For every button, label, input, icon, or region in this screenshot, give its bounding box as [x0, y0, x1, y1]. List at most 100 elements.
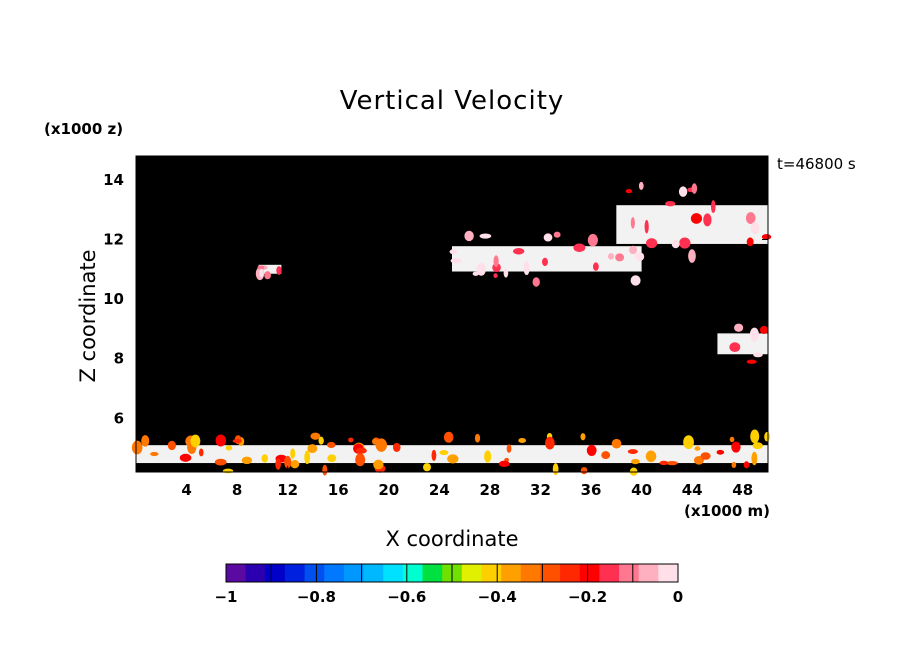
feature-cell — [261, 454, 268, 463]
feature-cell — [743, 461, 750, 469]
feature-cell — [479, 233, 492, 239]
feature-cell — [503, 268, 509, 278]
feature-cell — [167, 440, 177, 451]
feature-cell — [683, 435, 694, 450]
feature-cell — [646, 238, 658, 249]
feature-cell — [326, 441, 336, 448]
colorbar-swatch — [481, 564, 502, 582]
feature-cell — [304, 450, 311, 465]
feature-cell — [476, 262, 486, 276]
colorbar: −1 −0.8 −0.6 −0.4 −0.2 0 — [214, 563, 683, 606]
feature-cell — [710, 200, 716, 213]
colorbar-swatch — [540, 564, 561, 582]
feature-cell — [443, 431, 454, 443]
colorbar-swatch — [619, 564, 640, 582]
colorbar-swatch — [343, 564, 365, 582]
x-tick-label: 48 — [732, 481, 753, 499]
feature-cell — [631, 458, 640, 465]
feature-cell — [493, 273, 498, 279]
feature-cell — [666, 460, 678, 466]
feature-cell — [355, 453, 366, 467]
heatmap-features — [131, 181, 772, 476]
feature-cell — [751, 451, 758, 466]
feature-cell — [449, 249, 458, 255]
feature-cell — [179, 453, 192, 462]
feature-cell — [264, 271, 271, 280]
feature-cell — [716, 449, 725, 455]
feature-cell — [729, 342, 741, 352]
colorbar-swatch — [245, 564, 266, 582]
colorbar-swatch — [383, 564, 404, 582]
feature-cell — [678, 186, 688, 197]
feature-cell — [745, 212, 756, 224]
y-tick-label: 12 — [103, 230, 124, 248]
feature-cell — [373, 459, 384, 470]
feature-cell — [322, 464, 328, 476]
colorbar-swatch — [579, 564, 600, 582]
feature-cell — [225, 445, 233, 451]
feature-cell — [450, 258, 462, 264]
colorbar-swatch — [265, 564, 286, 582]
colorbar-tick-label: −0.2 — [568, 588, 607, 606]
feature-cell — [392, 442, 401, 452]
x-axis: 4 8 12 16 20 24 28 32 36 40 44 48 — [181, 156, 753, 499]
feature-cell — [518, 438, 527, 443]
feature-cell — [601, 451, 611, 460]
x-tick-label: 40 — [631, 481, 652, 499]
feature-cell — [523, 261, 530, 276]
feature-cell — [629, 245, 638, 255]
colorbar-tick-label: −0.8 — [297, 588, 336, 606]
feature-cell — [222, 468, 234, 474]
feature-cell — [542, 257, 548, 267]
feature-cell — [753, 352, 763, 358]
feature-cell — [493, 255, 499, 268]
feature-cell — [259, 268, 264, 279]
x-axis-label: X coordinate — [385, 527, 519, 551]
feature-cell — [679, 237, 691, 249]
feature-cell — [734, 323, 744, 332]
feature-cell — [198, 448, 204, 457]
colorbar-tick-label: −0.4 — [478, 588, 517, 606]
colorbar-swatch — [599, 564, 620, 582]
feature-cell — [498, 460, 510, 467]
feature-cell — [214, 458, 227, 466]
feature-cell — [750, 221, 760, 235]
x-tick-label: 36 — [581, 481, 602, 499]
feature-cell — [746, 359, 757, 364]
colorbar-swatch — [422, 564, 443, 582]
y-axis-unit: (x1000 z) — [44, 120, 124, 138]
feature-cell — [627, 449, 638, 454]
x-tick-label: 12 — [277, 481, 298, 499]
feature-region — [717, 333, 768, 355]
feature-cell — [290, 460, 300, 469]
colorbar-swatch — [324, 564, 345, 582]
x-axis-unit: (x1000 m) — [684, 502, 770, 520]
plot-frame — [135, 155, 769, 473]
feature-cell — [694, 446, 701, 451]
feature-cell — [447, 454, 459, 464]
feature-cell — [543, 233, 553, 242]
feature-cell — [318, 436, 324, 445]
feature-cell — [275, 458, 281, 470]
feature-cell — [749, 327, 759, 342]
colorbar-swatch — [284, 564, 306, 582]
feature-cell — [580, 466, 588, 475]
feature-cell — [290, 448, 296, 459]
y-tick-label: 8 — [114, 350, 124, 368]
y-tick-label: 6 — [114, 409, 124, 427]
feature-cell — [625, 188, 633, 194]
feature-cell — [703, 213, 712, 227]
feature-cell — [276, 266, 282, 275]
feature-cell — [688, 249, 696, 263]
feature-cell — [671, 239, 680, 249]
x-tick-label: 44 — [682, 481, 703, 499]
feature-cell — [731, 461, 737, 468]
colorbar-swatch — [520, 564, 541, 582]
feature-cell — [630, 217, 635, 229]
feature-cell — [375, 438, 387, 452]
feature-cell — [532, 277, 540, 287]
feature-cell — [215, 434, 227, 447]
colorbar-swatch — [658, 564, 679, 582]
colorbar-tick-label: 0 — [673, 588, 683, 606]
